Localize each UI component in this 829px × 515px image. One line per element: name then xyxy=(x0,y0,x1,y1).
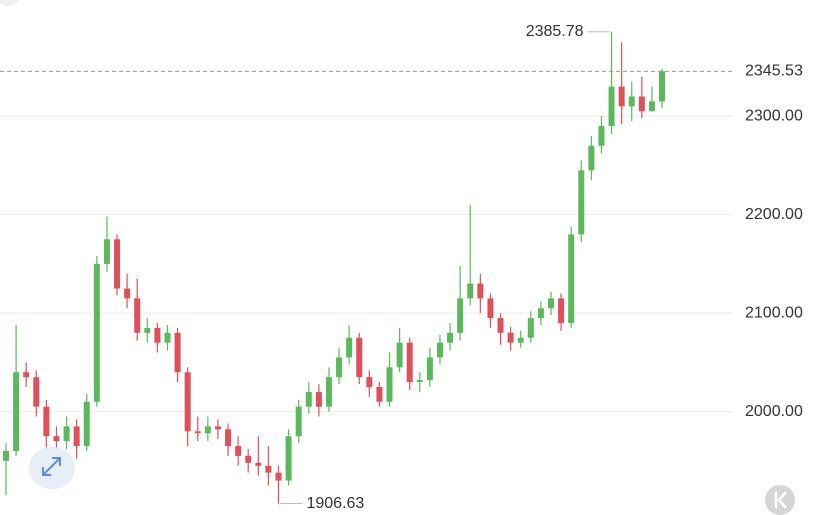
candle-body xyxy=(174,332,181,373)
candle-body xyxy=(285,436,292,481)
candle-body xyxy=(467,283,474,299)
candle-body xyxy=(43,406,50,437)
candle-body xyxy=(325,377,332,407)
candle-body xyxy=(315,391,322,407)
candle-body xyxy=(588,145,595,171)
candle-body xyxy=(265,465,272,473)
candle-body xyxy=(83,401,90,447)
candle-body xyxy=(366,377,373,387)
candle-body xyxy=(144,327,151,333)
candle-body xyxy=(33,377,40,407)
collapse-icon xyxy=(774,491,787,509)
candle-body xyxy=(73,426,80,447)
candle-body xyxy=(497,318,504,333)
candle-body xyxy=(13,372,20,451)
candle-body xyxy=(336,357,343,378)
candle-body xyxy=(164,332,171,343)
candle-body xyxy=(477,283,484,299)
candle-body xyxy=(275,472,282,481)
candle-body xyxy=(356,337,363,378)
candle-body xyxy=(235,446,242,456)
plot: 2000.00 2100.00 2200.00 2300.00 2345.53 2385.… xyxy=(0,23,803,512)
candle-body xyxy=(295,406,302,437)
candle-body xyxy=(457,298,464,333)
candle-body xyxy=(578,170,585,235)
candle-body xyxy=(527,318,534,338)
candle-body xyxy=(547,298,554,309)
corner-icon xyxy=(0,0,19,6)
candle-body xyxy=(53,436,60,442)
candle-body xyxy=(447,332,454,343)
candle-body xyxy=(396,342,403,368)
candle-body xyxy=(255,462,262,466)
candle-body xyxy=(124,288,131,299)
candle-body xyxy=(608,86,615,127)
y-tick-label: 2100.00 xyxy=(745,304,803,321)
candle-body xyxy=(134,298,141,333)
min-label: 1906.63 xyxy=(306,495,364,512)
candle-body xyxy=(517,337,524,343)
candle-body xyxy=(618,86,625,107)
candle-body xyxy=(386,367,393,402)
candle-body xyxy=(416,380,423,383)
candle-body xyxy=(507,332,514,343)
candle-body xyxy=(204,426,211,434)
candle-body xyxy=(103,239,110,264)
candle-body xyxy=(598,126,605,146)
last-price-label: 2345.53 xyxy=(745,63,803,80)
y-tick-label: 2200.00 xyxy=(745,206,803,223)
candle-body xyxy=(194,431,201,434)
y-tick-label: 2300.00 xyxy=(745,107,803,124)
candle-body xyxy=(558,298,565,323)
candle-body xyxy=(214,426,221,430)
y-tick-label: 2000.00 xyxy=(745,403,803,420)
candle-body xyxy=(225,429,232,447)
max-label: 2385.78 xyxy=(526,23,584,40)
candle-body xyxy=(346,337,353,358)
candle-body xyxy=(426,357,433,381)
candle-body xyxy=(376,386,383,402)
candle-body xyxy=(184,372,191,432)
fullscreen-icon xyxy=(42,457,61,476)
candle-body xyxy=(245,455,252,463)
candle-body xyxy=(3,450,9,461)
candle-body xyxy=(305,391,312,407)
candle-body xyxy=(628,96,635,107)
candle-body xyxy=(568,234,575,323)
candle-body xyxy=(659,71,665,102)
fullscreen-button[interactable] xyxy=(29,447,75,489)
candle-body xyxy=(638,96,645,112)
candle-body xyxy=(93,263,100,402)
candle-body xyxy=(537,308,544,319)
candle-body xyxy=(23,372,30,378)
candle-body xyxy=(114,239,121,289)
candle-body xyxy=(487,298,494,319)
candle-body xyxy=(436,342,443,358)
candle-body xyxy=(154,327,161,343)
candle-body xyxy=(63,426,70,442)
candle-body xyxy=(406,342,413,383)
candle-body xyxy=(648,101,655,112)
